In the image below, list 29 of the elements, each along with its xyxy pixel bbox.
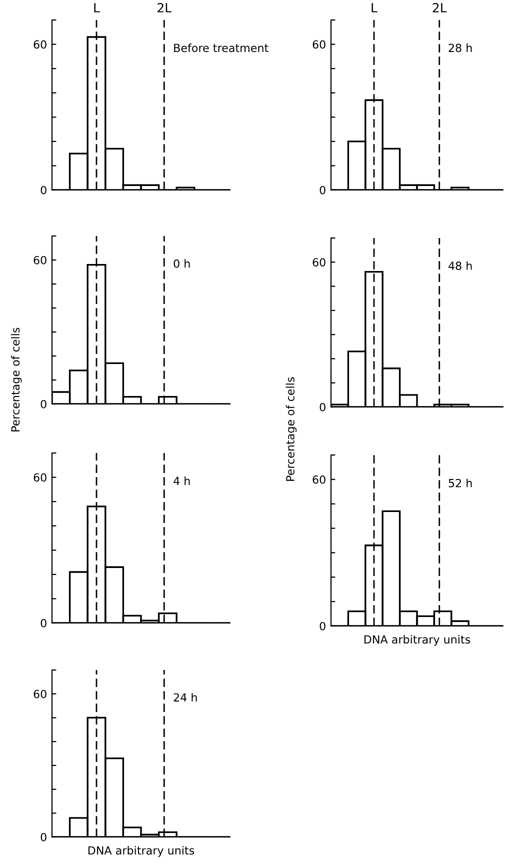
y-tick-label: 0 — [320, 186, 326, 194]
y-tick-label: 60 — [34, 256, 46, 264]
annotation: 52 h — [448, 478, 472, 488]
annotation: 0 h — [174, 259, 190, 268]
y-tick-label: 60 — [312, 40, 326, 49]
y-tick-label: 60 — [34, 690, 46, 698]
annotation: Before treatment — [174, 44, 268, 52]
annotation: 28 h — [448, 44, 472, 52]
annotation: 24 h — [174, 693, 197, 702]
y-tick-label: 0 — [40, 618, 46, 628]
y-tick-label: 0 — [40, 400, 46, 408]
text: 2L — [158, 3, 172, 12]
annotation: 48 h — [448, 261, 472, 270]
y-tick-label: 0 — [320, 402, 326, 412]
x-axis-title: DNA arbitrary units — [88, 846, 194, 857]
text: L — [372, 3, 378, 12]
x-axis-title: DNA arbitrary units — [364, 635, 470, 646]
y-tick-label: 60 — [312, 475, 326, 484]
y-axis-title: Percentage of cells — [286, 377, 297, 481]
y-tick-label: 0 — [40, 832, 46, 842]
y-tick-label: 0 — [320, 622, 326, 630]
y-tick-label: 60 — [312, 258, 326, 267]
text: 2L — [432, 3, 447, 12]
text: L — [94, 3, 100, 12]
y-axis-title: Percentage of cells — [10, 328, 22, 432]
y-tick-label: 60 — [34, 40, 46, 49]
annotation: 4 h — [174, 476, 190, 485]
y-tick-label: 60 — [34, 473, 46, 482]
y-tick-label: 0 — [40, 186, 46, 194]
